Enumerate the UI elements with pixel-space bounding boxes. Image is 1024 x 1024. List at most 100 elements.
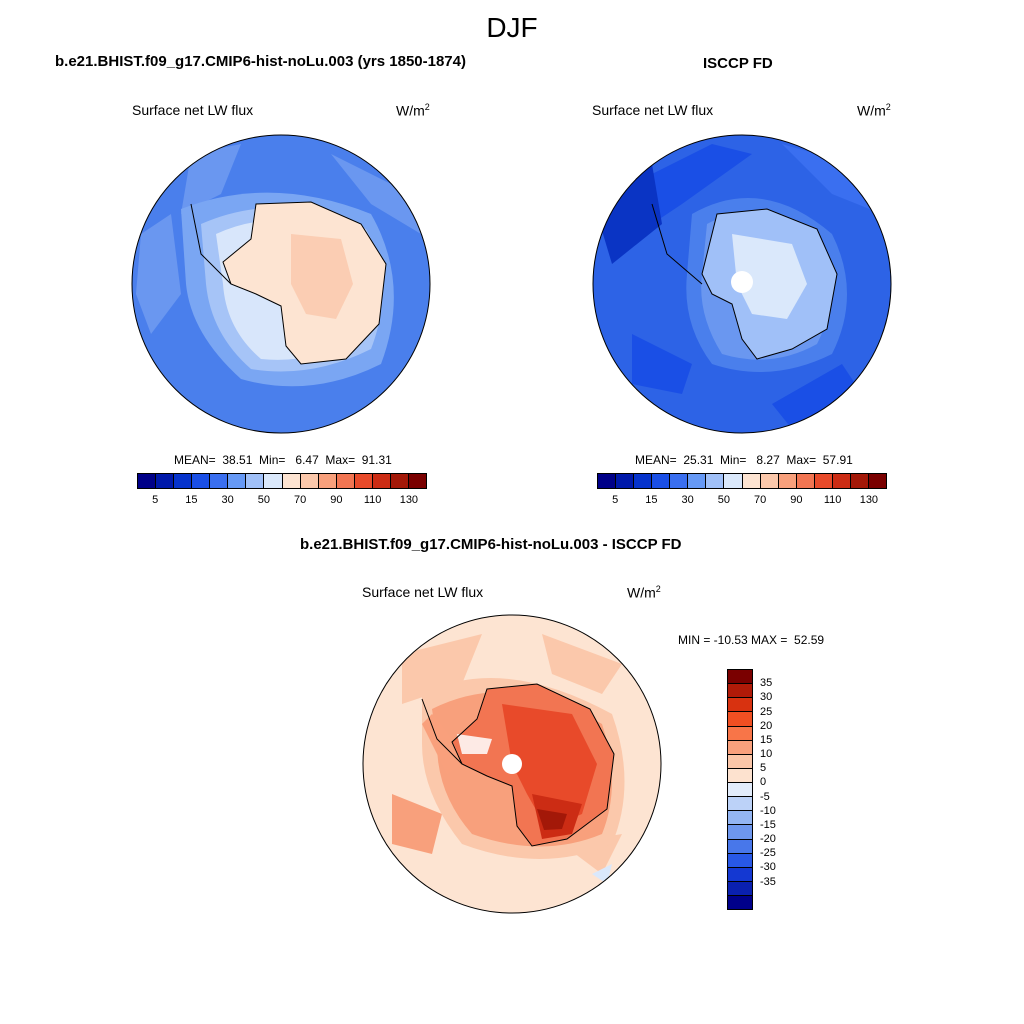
colorbar-swatch — [728, 783, 752, 798]
model-colorbar-labels: 5 15 30 50 70 90 110 130 — [137, 494, 427, 508]
colorbar-swatch — [728, 740, 752, 755]
obs-colorbar-labels: 5 15 30 50 70 90 110 130 — [597, 494, 887, 508]
colorbar-swatch — [832, 474, 851, 488]
colorbar-swatch — [156, 474, 175, 488]
colorbar-swatch — [728, 726, 752, 741]
obs-variable-label: Surface net LW flux — [592, 102, 714, 118]
main-title: DJF — [486, 12, 538, 43]
diff-units-label: W/m2 — [627, 584, 661, 601]
obs-colorbar — [597, 473, 887, 489]
colorbar-swatch — [670, 474, 689, 488]
colorbar-tick-label: 15 — [760, 733, 773, 746]
colorbar-tick-label: 90 — [330, 494, 343, 506]
colorbar-tick-label: 30 — [681, 494, 694, 506]
obs-stats: MEAN= 25.31 Min= 8.27 Max= 57.91 — [635, 453, 853, 467]
colorbar-swatch — [390, 474, 409, 488]
colorbar-swatch — [728, 698, 752, 713]
obs-units-label: W/m2 — [857, 102, 891, 119]
colorbar-swatch — [634, 474, 653, 488]
colorbar-swatch — [760, 474, 779, 488]
colorbar-swatch — [138, 474, 157, 488]
colorbar-swatch — [728, 881, 752, 896]
colorbar-swatch — [724, 474, 743, 488]
colorbar-tick-label: 110 — [823, 494, 842, 506]
obs-polar-map — [592, 134, 892, 434]
colorbar-swatch — [246, 474, 265, 488]
colorbar-swatch — [652, 474, 671, 488]
colorbar-swatch — [728, 797, 752, 812]
colorbar-tick-label: 35 — [760, 677, 773, 690]
colorbar-tick-label: 5 — [152, 494, 159, 506]
colorbar-tick-label: 30 — [221, 494, 234, 506]
obs-panel-title: ISCCP FD — [703, 55, 773, 72]
model-colorbar — [137, 473, 427, 489]
colorbar-swatch — [408, 474, 426, 488]
colorbar-swatch — [282, 474, 301, 488]
colorbar-swatch — [354, 474, 373, 488]
colorbar-tick-label: 5 — [760, 762, 767, 775]
colorbar-swatch — [264, 474, 283, 488]
model-panel-title: b.e21.BHIST.f09_g17.CMIP6-hist-noLu.003 … — [55, 53, 466, 70]
colorbar-tick-label: -15 — [760, 818, 776, 831]
colorbar-tick-label: -30 — [760, 861, 776, 874]
colorbar-swatch — [850, 474, 869, 488]
colorbar-tick-label: 10 — [760, 748, 773, 761]
colorbar-swatch — [210, 474, 229, 488]
model-units-label: W/m2 — [396, 102, 430, 119]
colorbar-tick-label: 130 — [859, 494, 879, 506]
colorbar-tick-label: -10 — [760, 804, 776, 817]
colorbar-tick-label: 70 — [754, 494, 767, 506]
colorbar-swatch — [616, 474, 635, 488]
colorbar-tick-label: -25 — [760, 847, 776, 860]
colorbar-tick-label: 70 — [294, 494, 307, 506]
colorbar-swatch — [228, 474, 247, 488]
model-stats: MEAN= 38.51 Min= 6.47 Max= 91.31 — [174, 453, 392, 467]
colorbar-swatch — [728, 811, 752, 826]
colorbar-swatch — [728, 768, 752, 783]
colorbar-tick-label: 30 — [760, 691, 773, 704]
colorbar-swatch — [706, 474, 725, 488]
diff-colorbar-labels: 35 30 25 20 15 10 5 0 -5 -10 -15 -20 -25 -30 -35 — [760, 669, 800, 910]
colorbar-swatch — [728, 825, 752, 840]
model-variable-label: Surface net LW flux — [132, 102, 254, 118]
diff-variable-label: Surface net LW flux — [362, 584, 484, 600]
colorbar-tick-label: 15 — [645, 494, 658, 506]
colorbar-swatch — [728, 712, 752, 727]
colorbar-swatch — [728, 839, 752, 854]
colorbar-swatch — [778, 474, 797, 488]
colorbar-tick-label: 130 — [399, 494, 419, 506]
colorbar-swatch — [688, 474, 707, 488]
colorbar-swatch — [318, 474, 337, 488]
colorbar-swatch — [300, 474, 319, 488]
colorbar-tick-label: -20 — [760, 833, 776, 846]
colorbar-swatch — [728, 896, 752, 910]
colorbar-swatch — [814, 474, 833, 488]
colorbar-swatch — [796, 474, 815, 488]
diff-colorbar — [727, 669, 753, 910]
colorbar-tick-label: 0 — [760, 776, 767, 789]
colorbar-swatch — [742, 474, 761, 488]
colorbar-tick-label: 50 — [717, 494, 730, 506]
colorbar-swatch — [598, 474, 617, 488]
colorbar-tick-label: 90 — [790, 494, 803, 506]
colorbar-tick-label: -5 — [760, 790, 770, 803]
colorbar-tick-label: 110 — [363, 494, 382, 506]
colorbar-swatch — [728, 754, 752, 769]
colorbar-tick-label: 20 — [760, 719, 773, 732]
colorbar-swatch — [336, 474, 355, 488]
model-polar-map — [131, 134, 431, 434]
diff-stats: MIN = -10.53 MAX = 52.59 — [678, 633, 825, 647]
diff-polar-map — [362, 614, 662, 914]
colorbar-tick-label: 25 — [760, 705, 773, 718]
colorbar-swatch — [728, 670, 752, 685]
colorbar-swatch — [728, 684, 752, 699]
colorbar-swatch — [174, 474, 193, 488]
colorbar-tick-label: 15 — [185, 494, 198, 506]
colorbar-swatch — [728, 867, 752, 882]
colorbar-tick-label: -35 — [760, 875, 776, 888]
colorbar-swatch — [192, 474, 211, 488]
colorbar-swatch — [372, 474, 391, 488]
colorbar-swatch — [868, 474, 886, 488]
colorbar-swatch — [728, 853, 752, 868]
diff-panel-title: b.e21.BHIST.f09_g17.CMIP6-hist-noLu.003 … — [300, 536, 682, 553]
